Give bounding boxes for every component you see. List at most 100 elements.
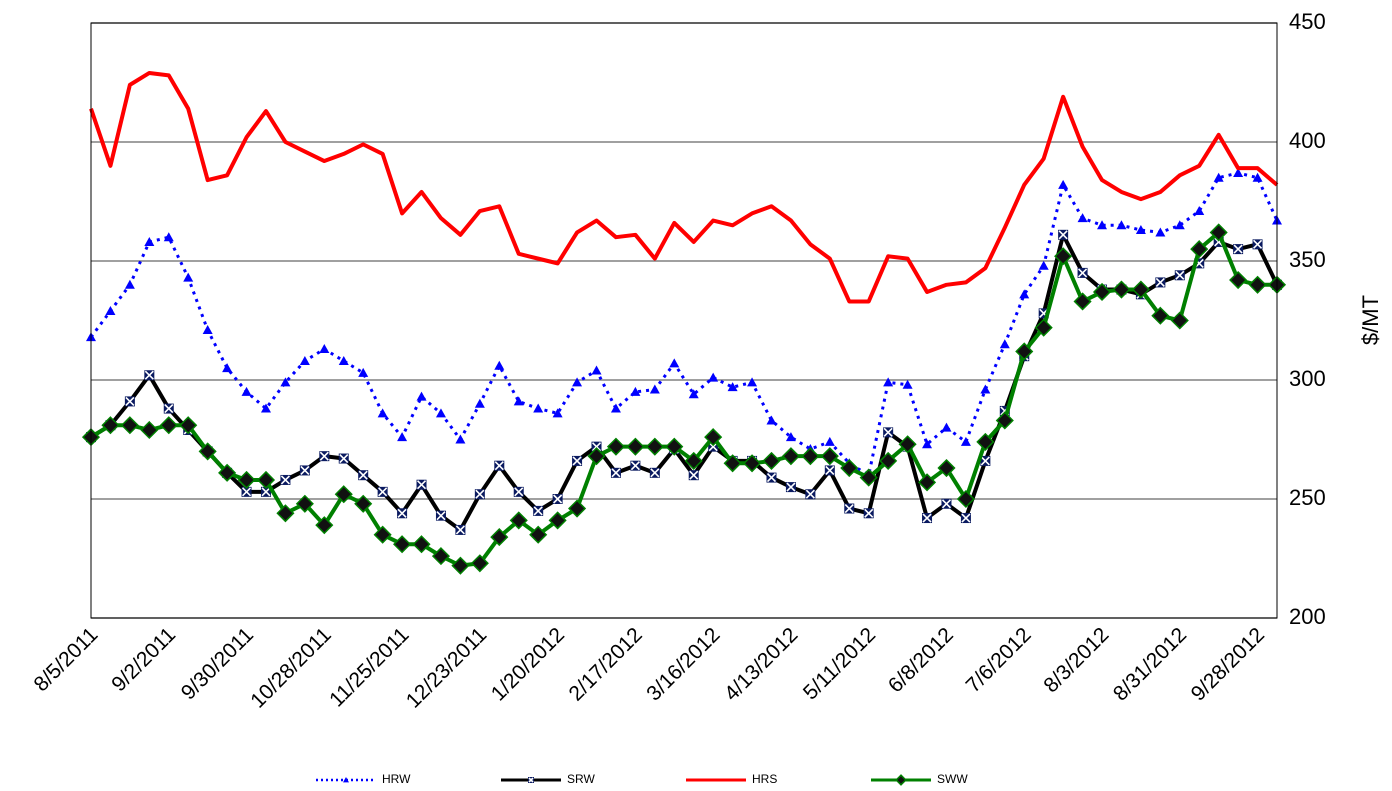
marker (455, 434, 466, 444)
marker-x (397, 508, 407, 518)
marker (1174, 220, 1185, 230)
marker (1209, 223, 1228, 242)
marker (1135, 225, 1146, 235)
marker (824, 436, 835, 446)
marker (140, 420, 159, 440)
marker (785, 432, 796, 442)
legend-marker (343, 777, 349, 783)
y-tick-label: 350 (1289, 247, 1326, 272)
marker-x (339, 453, 349, 464)
marker-x (689, 470, 699, 480)
marker (416, 479, 427, 490)
marker (1155, 227, 1166, 237)
y-tick-label: 250 (1289, 485, 1326, 510)
marker (1097, 220, 1108, 230)
marker-x (572, 456, 582, 466)
marker (980, 455, 991, 466)
marker (377, 408, 388, 418)
marker (1252, 239, 1263, 250)
marker (299, 355, 310, 365)
marker (1092, 282, 1112, 302)
plot-lines (81, 70, 1287, 575)
marker (999, 339, 1010, 349)
marker (144, 236, 155, 246)
marker (645, 437, 664, 456)
marker (879, 451, 898, 470)
y-tick-label: 200 (1289, 604, 1326, 629)
marker-x (844, 503, 854, 514)
marker (704, 428, 723, 447)
marker (101, 416, 120, 435)
legend-label: SRW (567, 772, 595, 786)
marker (1015, 342, 1034, 361)
marker (319, 344, 330, 354)
marker (393, 535, 412, 554)
marker (922, 439, 933, 449)
plot-frame (90, 22, 1278, 619)
marker (474, 398, 485, 408)
marker (727, 382, 738, 392)
marker-x (1155, 277, 1165, 287)
marker (941, 498, 952, 509)
marker-x (1175, 270, 1185, 280)
marker (863, 508, 874, 519)
marker (529, 525, 548, 544)
marker (766, 415, 777, 425)
marker (572, 377, 583, 387)
marker-x (1252, 239, 1263, 249)
y-tick-label: 400 (1289, 128, 1326, 153)
marker (509, 511, 528, 530)
marker (105, 305, 116, 315)
marker (1248, 275, 1267, 294)
marker (649, 467, 660, 478)
marker (490, 528, 509, 547)
marker (412, 535, 431, 554)
marker (397, 508, 408, 519)
marker (513, 486, 524, 497)
marker-x (436, 511, 446, 521)
marker-x (528, 777, 534, 783)
marker (299, 465, 310, 476)
marker (397, 432, 408, 442)
marker (222, 363, 233, 373)
marker-x (125, 396, 135, 406)
marker (552, 408, 563, 418)
marker (1077, 267, 1088, 278)
marker-x (280, 475, 290, 485)
marker (781, 447, 800, 466)
marker (533, 505, 544, 516)
marker (1077, 213, 1088, 223)
marker (591, 441, 602, 452)
marker-x (553, 494, 563, 504)
marker (455, 524, 466, 535)
marker-x (144, 370, 154, 380)
marker (260, 403, 271, 413)
marker (980, 384, 991, 394)
marker (941, 422, 952, 432)
marker (202, 325, 213, 335)
marker (435, 510, 446, 521)
marker-x (475, 489, 485, 499)
marker (568, 499, 587, 518)
marker (649, 384, 660, 394)
marker (276, 504, 295, 523)
marker-x (514, 487, 524, 497)
marker (995, 411, 1014, 430)
marker (960, 513, 971, 524)
marker (416, 391, 427, 401)
marker (723, 454, 742, 473)
marker (917, 473, 937, 492)
marker (198, 442, 217, 461)
marker (159, 416, 178, 435)
marker (688, 389, 699, 399)
marker-x (1058, 230, 1068, 240)
marker-x (261, 487, 271, 497)
marker (552, 494, 563, 504)
marker-x (825, 465, 835, 476)
marker (474, 489, 485, 500)
marker (358, 470, 369, 481)
legend-marker (895, 774, 907, 786)
marker (1019, 289, 1030, 299)
marker (688, 470, 699, 481)
marker (883, 427, 894, 438)
